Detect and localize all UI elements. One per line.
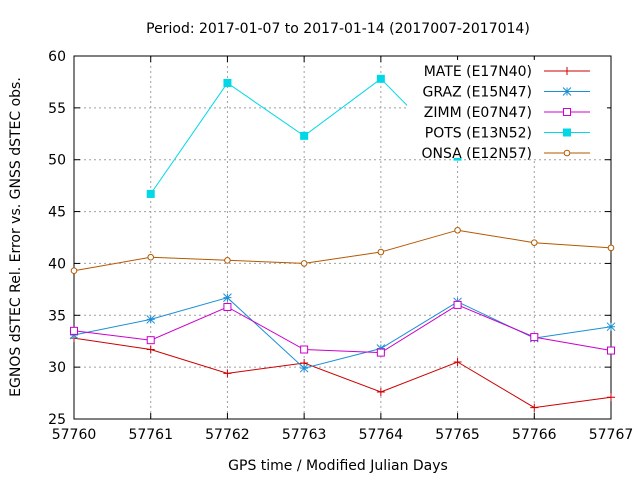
x-tick-label: 57764 [359, 427, 404, 443]
data-point-marker [563, 108, 571, 116]
data-point-marker [563, 128, 571, 137]
data-point-marker [146, 345, 155, 354]
data-point-marker [530, 403, 539, 412]
y-tick-label: 50 [48, 153, 66, 169]
legend-label: ONSA (E12N57) [421, 146, 532, 162]
data-point-marker [607, 393, 615, 402]
series-group [70, 226, 615, 274]
series-line [73, 229, 612, 272]
x-tick-label: 57766 [512, 427, 557, 443]
y-tick-label: 45 [48, 205, 66, 221]
y-tick-label: 55 [48, 101, 66, 117]
data-point-marker [300, 345, 309, 354]
series-group [70, 300, 615, 357]
legend-label: ZIMM (E07N47) [424, 105, 532, 121]
data-point-marker [530, 333, 539, 342]
data-point-marker [376, 344, 386, 353]
series-group [70, 334, 615, 412]
data-point-marker [562, 87, 572, 96]
data-point-marker [454, 226, 461, 234]
legend: MATE (E17N40) GRAZ (E15N47) ZIMM (E07N47) P… [407, 60, 607, 162]
series-layer [69, 74, 616, 412]
x-tick-label: 57762 [205, 427, 250, 443]
legend-background [407, 60, 607, 158]
x-tick-label: 57767 [589, 427, 634, 443]
chart-title: Period: 2017-01-07 to 2017-01-14 (201700… [146, 21, 530, 37]
data-point-marker [223, 369, 232, 378]
y-tick-label: 25 [48, 412, 66, 428]
data-point-marker [146, 336, 155, 345]
data-point-marker [224, 257, 231, 264]
data-point-marker [376, 74, 385, 83]
series-line [73, 297, 612, 369]
data-point-marker [147, 253, 155, 261]
data-point-marker [299, 363, 309, 373]
data-point-marker [606, 322, 616, 332]
data-point-marker [376, 388, 385, 397]
data-point-marker [223, 293, 232, 303]
data-point-marker [377, 248, 385, 256]
x-axis-label: GPS time / Modified Julian Days [228, 458, 448, 474]
data-point-marker [223, 302, 232, 311]
y-tick-label: 60 [48, 49, 66, 65]
data-point-marker [563, 67, 571, 75]
data-point-marker [300, 131, 309, 140]
y-axis-label: EGNOS dSTEC Rel. Error vs. GNSS dSTEC ob… [8, 77, 24, 397]
data-point-marker [146, 315, 156, 324]
y-tick-label: 40 [48, 256, 66, 272]
series-line [73, 337, 612, 409]
data-point-marker [376, 348, 385, 357]
x-tick-label: 57761 [128, 427, 173, 443]
axis-ticks: 57760 57761 57762 57763 57764 57765 57766 57767… [48, 49, 633, 443]
y-tick-label: 35 [48, 308, 66, 324]
data-point-marker [607, 244, 615, 252]
data-point-marker [563, 149, 571, 157]
data-point-marker [530, 239, 538, 246]
legend-label: GRAZ (E15N47) [423, 85, 533, 101]
data-point-marker [453, 357, 462, 366]
data-point-marker [300, 260, 308, 267]
data-point-marker [70, 326, 78, 335]
data-point-marker [607, 346, 615, 355]
legend-label: MATE (E17N40) [424, 64, 532, 80]
series-group [69, 293, 616, 373]
data-point-marker [69, 330, 79, 340]
plot-frame [73, 55, 612, 420]
x-tick-label: 57760 [52, 427, 97, 443]
legend-label: POTS (E13N52) [425, 126, 532, 142]
y-tick-label: 30 [48, 360, 66, 376]
data-point-marker [453, 300, 462, 309]
series-line [73, 304, 612, 354]
x-tick-label: 57765 [435, 427, 480, 443]
data-point-marker [70, 267, 78, 274]
x-tick-label: 57763 [282, 427, 327, 443]
data-point-marker [146, 189, 155, 198]
data-point-marker [223, 78, 232, 87]
